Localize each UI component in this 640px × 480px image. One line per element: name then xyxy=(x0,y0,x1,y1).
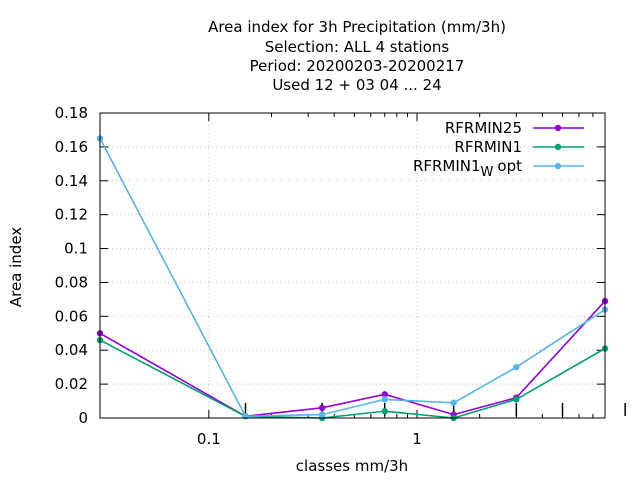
legend-label-suffix: opt xyxy=(497,157,522,175)
legend-label-name: RFRMIN1 xyxy=(454,138,522,156)
series-lines xyxy=(96,135,609,422)
data-point xyxy=(513,396,520,403)
series-line xyxy=(99,339,606,419)
axis-ticks: 0 0.02 0.04 0.06 0.08 0.1 0.12 0.14 0.16 0.18 0.1 1 xyxy=(55,104,626,448)
y-tick-label: 0.04 xyxy=(55,341,88,359)
y-tick-label: 0.08 xyxy=(55,273,88,291)
data-point xyxy=(381,396,388,403)
legend-label-name: RFRMIN1 xyxy=(413,157,481,175)
title-line-2: Selection: ALL 4 stations xyxy=(265,38,450,56)
y-tick-label: 0.06 xyxy=(55,307,88,325)
x-axis-label: classes mm/3h xyxy=(296,457,408,475)
y-tick-label: 0 xyxy=(78,409,88,427)
data-point xyxy=(513,363,520,371)
legend-label-name: RFRMIN25 xyxy=(445,119,522,137)
y-tick-label: 0.02 xyxy=(55,375,88,393)
y-tick-label: 0.1 xyxy=(64,240,88,258)
data-point xyxy=(450,399,457,406)
data-point xyxy=(242,413,249,420)
title-line-1: Area index for 3h Precipitation (mm/3h) xyxy=(208,18,506,36)
series-line xyxy=(99,138,606,418)
legend-label-subscript: W xyxy=(481,165,494,180)
y-tick-label: 0.14 xyxy=(55,172,88,190)
x-tick-label: 1 xyxy=(412,430,422,448)
legend-label: RFRMIN1 xyxy=(454,138,522,156)
data-point xyxy=(381,391,388,398)
x-tick-label: 0.1 xyxy=(197,430,221,448)
y-tick-label: 0.18 xyxy=(55,104,88,122)
legend-marker xyxy=(554,143,562,151)
data-point xyxy=(318,404,326,412)
title-line-4: Used 12 + 03 04 ... 24 xyxy=(272,76,441,94)
data-point xyxy=(318,411,326,418)
data-point xyxy=(381,408,388,415)
grid xyxy=(100,113,605,418)
y-axis-label: Area index xyxy=(7,227,25,307)
legend-marker xyxy=(554,124,562,132)
legend-marker xyxy=(554,162,562,170)
y-tick-label: 0.12 xyxy=(55,206,88,224)
chart-title: Area index for 3h Precipitation (mm/3h) … xyxy=(208,18,506,94)
legend-label: RFRMIN1W opt xyxy=(413,157,522,180)
y-tick-label: 0.16 xyxy=(55,138,88,156)
legend-label: RFRMIN25 xyxy=(445,119,522,137)
title-line-3: Period: 20200203-20200217 xyxy=(250,57,465,75)
plot-border xyxy=(99,112,606,419)
